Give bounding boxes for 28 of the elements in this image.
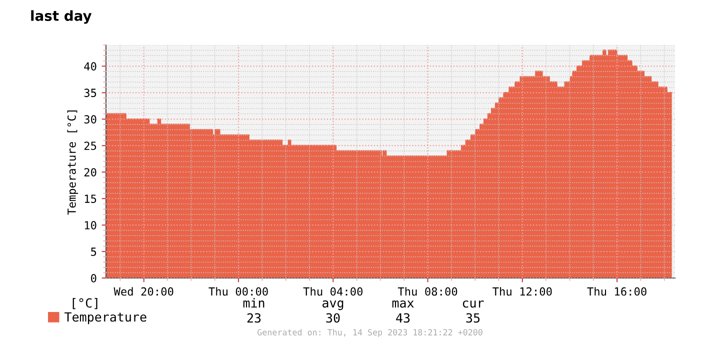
text: min	[243, 298, 264, 308]
text: [°C]	[72, 298, 98, 310]
x-tick-label: Thu 04:00	[303, 287, 363, 296]
y-tick-label: 20	[84, 168, 96, 176]
text: 35	[466, 313, 480, 323]
x-tick-label: Thu 00:00	[208, 287, 268, 296]
y-tick-label: 30	[84, 115, 96, 124]
y-tick-label: 35	[84, 88, 96, 98]
text: 23	[247, 313, 261, 323]
text: max	[392, 300, 414, 308]
x-tick-label: Thu 16:00	[587, 287, 646, 296]
y-tick-label: 25	[84, 142, 96, 150]
y-tick-label: 0	[91, 274, 96, 282]
text: cur	[462, 300, 484, 308]
x-tick-label: Wed 20:00	[114, 287, 174, 296]
y-tick-label: 15	[84, 194, 96, 203]
legend-label: Temperature	[64, 312, 146, 324]
y-axis-title: Temperature [°C]	[67, 110, 78, 215]
chart-title: last day	[31, 10, 92, 24]
y-tick-label: 10	[84, 221, 96, 230]
text: Generated on: Thu, 14 Sep 2023 18:21:22 +0200	[258, 328, 482, 338]
x-tick-label: Thu 12:00	[492, 287, 552, 296]
y-tick-label: 40	[84, 62, 96, 71]
text: 30	[326, 313, 340, 323]
text: 43	[396, 313, 410, 323]
text: avg	[322, 300, 344, 310]
y-tick-label: 5	[91, 248, 96, 256]
x-tick-label: Thu 08:00	[398, 287, 458, 296]
